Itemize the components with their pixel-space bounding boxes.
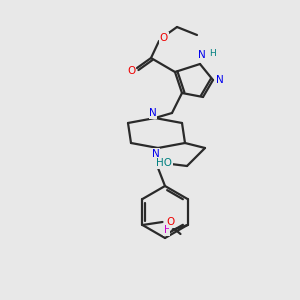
Text: N: N — [149, 108, 157, 118]
Text: O: O — [127, 66, 135, 76]
Text: H: H — [208, 50, 215, 58]
Text: N: N — [216, 75, 224, 85]
Text: O: O — [160, 33, 168, 43]
Text: N: N — [198, 50, 206, 60]
Text: N: N — [152, 149, 160, 159]
Text: O: O — [167, 217, 175, 227]
Text: F: F — [164, 225, 169, 235]
Text: HO: HO — [156, 158, 172, 168]
